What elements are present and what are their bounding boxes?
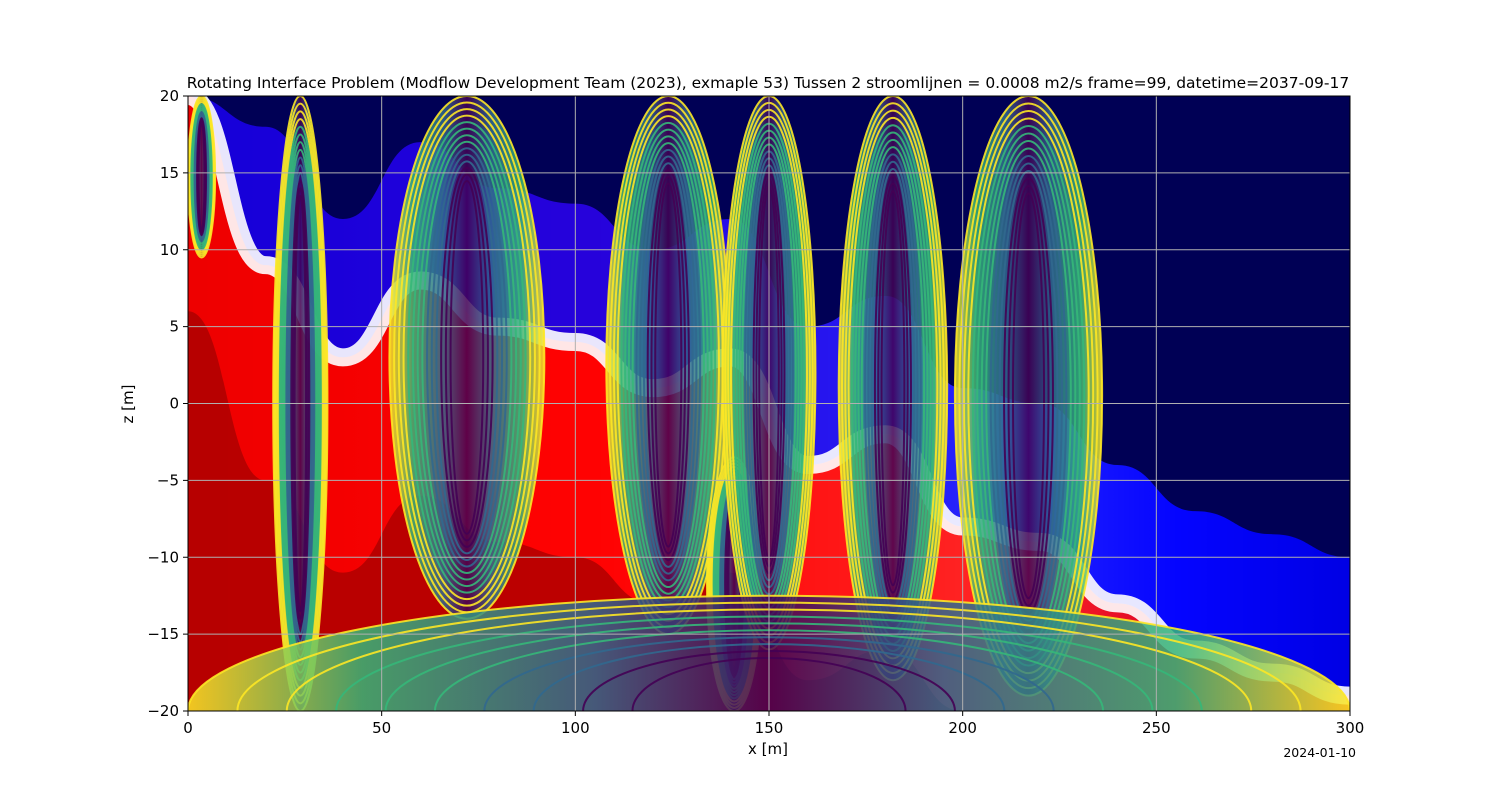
x-axis-label: x [m]: [748, 740, 788, 758]
streamline-contour: [654, 182, 683, 548]
x-tick-label: 200: [948, 719, 977, 737]
y-tick-label: 20: [160, 87, 179, 105]
streamline-contour: [416, 134, 518, 581]
streamline-contour: [440, 166, 494, 548]
x-tick-label: 50: [372, 719, 391, 737]
plot-area: [188, 96, 1350, 711]
y-tick-label: −5: [157, 471, 179, 489]
y-axis: 20 15 10 5 0 −5 −10 −15 −20: [147, 87, 188, 720]
streamline-contour: [642, 162, 694, 568]
streamline-contour: [635, 148, 702, 582]
streamline-plume: [388, 96, 546, 620]
streamline-contour: [627, 135, 709, 595]
streamline-plume: [188, 96, 217, 259]
y-tick-label: −15: [147, 625, 179, 643]
y-axis-label: z [m]: [119, 385, 137, 424]
streamline-contour: [426, 147, 508, 568]
y-tick-label: −10: [147, 548, 179, 566]
streamline-contour: [639, 155, 698, 575]
streamline-contour: [197, 121, 206, 233]
x-tick-label: 0: [183, 719, 193, 737]
x-tick-label: 150: [755, 719, 784, 737]
streamline-contour: [880, 189, 906, 587]
y-tick-label: 5: [169, 318, 179, 336]
streamline-contour: [435, 160, 499, 555]
streamline-contour: [449, 179, 485, 535]
x-tick-label: 300: [1336, 719, 1365, 737]
streamline-contour: [407, 121, 527, 594]
grid-lines: [188, 96, 1350, 711]
streamline-contour: [444, 173, 489, 542]
streamline-contour: [421, 140, 513, 575]
streamline-plume: [837, 96, 949, 682]
streamline-contour: [631, 142, 705, 589]
streamline-contour: [1012, 192, 1046, 600]
streamline-contour: [877, 182, 909, 594]
streamline-contour: [650, 175, 687, 555]
streamline-contour: [646, 168, 690, 562]
y-tick-label: −20: [147, 702, 179, 720]
streamline-contour: [1007, 184, 1050, 607]
y-tick-label: 0: [169, 395, 179, 413]
y-tick-label: 15: [160, 164, 179, 182]
streamline-contour: [397, 108, 536, 607]
streamline-contour: [411, 127, 522, 588]
x-axis: 0 50 100 150 200 250 300: [183, 711, 1364, 737]
streamline-contour: [402, 114, 532, 601]
x-tick-label: 250: [1142, 719, 1171, 737]
streamline-contour: [430, 153, 504, 561]
y-tick-label: 10: [160, 241, 179, 259]
chart-title: Rotating Interface Problem (Modflow Deve…: [187, 74, 1350, 92]
x-tick-label: 100: [561, 719, 590, 737]
date-label: 2024-01-10: [1283, 745, 1356, 760]
